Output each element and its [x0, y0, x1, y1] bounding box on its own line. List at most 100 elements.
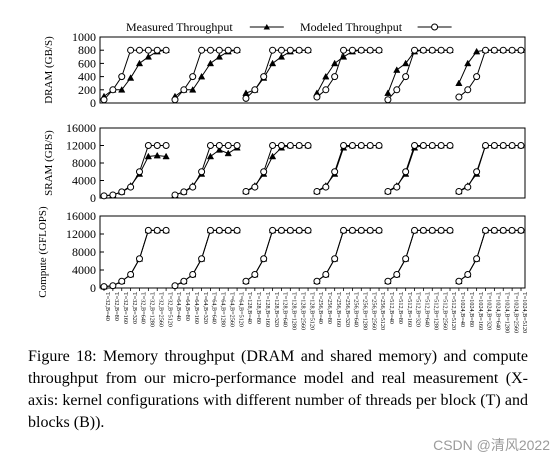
point-modeled — [277, 46, 285, 54]
x-tick-label: T=64,B=320 — [202, 292, 209, 324]
point-modeled — [384, 187, 392, 195]
point-modeled — [135, 46, 143, 54]
point-modeled — [517, 226, 525, 234]
point-modeled — [375, 226, 383, 234]
x-tick-label: T=1024,B=160 — [477, 292, 484, 330]
point-modeled — [198, 46, 206, 54]
x-tick-label: T=64,B=40 — [175, 292, 182, 321]
point-modeled — [277, 142, 285, 149]
x-tick-label: T=1024,B=640 — [495, 292, 502, 330]
point-modeled — [242, 277, 250, 285]
panel-frame — [99, 127, 526, 199]
x-tick-label: T=64,B=2560 — [228, 292, 235, 327]
y-tick-label: 12000 — [66, 139, 96, 153]
point-modeled — [402, 255, 410, 263]
x-tick-label: T=512,B=320 — [415, 292, 422, 327]
x-tick-label: T=128,B=320 — [273, 292, 280, 327]
y-tick-label: 800 — [78, 43, 96, 57]
point-modeled — [260, 73, 268, 81]
point-modeled — [393, 271, 401, 278]
x-tick-label: T=512,B=5120 — [450, 292, 457, 330]
point-modeled — [286, 226, 294, 234]
point-measured — [135, 59, 144, 67]
point-modeled — [118, 277, 126, 285]
x-tick-label: T=32,B=80 — [113, 292, 120, 321]
point-modeled — [215, 46, 223, 54]
y-tick-label: 16000 — [66, 209, 96, 223]
point-measured — [224, 149, 232, 157]
point-modeled — [144, 142, 152, 149]
series-line-segment — [103, 229, 167, 288]
x-tick-label: T=32,B=160 — [122, 292, 129, 324]
point-measured — [189, 86, 197, 93]
series-modeled — [100, 142, 525, 200]
point-modeled — [322, 271, 330, 278]
point-modeled — [153, 46, 161, 54]
point-measured — [162, 152, 170, 160]
point-modeled — [206, 142, 214, 149]
chart-legend: Measured Throughput Modeled Throughput — [126, 20, 452, 34]
point-modeled — [118, 73, 126, 81]
point-modeled — [411, 226, 419, 234]
x-tick-label: T=64,B=160 — [193, 292, 200, 324]
watermark: CSDN @清风2022 — [433, 437, 550, 453]
point-modeled — [260, 255, 268, 263]
point-modeled — [437, 142, 445, 149]
x-tick-label: T=256,B=320 — [344, 292, 351, 327]
point-modeled — [171, 96, 179, 104]
point-modeled — [437, 46, 445, 54]
point-modeled — [446, 46, 454, 54]
point-modeled — [473, 73, 481, 81]
point-modeled — [304, 226, 312, 234]
series-modeled — [100, 46, 525, 104]
point-modeled — [251, 86, 259, 94]
panel-2: 0 4000 8000 12000 16000 SRAM (GB/S) — [43, 121, 526, 205]
point-modeled — [100, 192, 108, 200]
point-modeled — [348, 46, 356, 54]
point-modeled — [357, 226, 365, 234]
point-modeled — [419, 46, 427, 54]
point-modeled — [189, 271, 197, 278]
point-modeled — [393, 183, 401, 191]
legend-label: Modeled Throughput — [300, 20, 403, 34]
point-modeled — [224, 226, 232, 234]
point-modeled — [109, 191, 117, 199]
point-modeled — [357, 46, 365, 54]
point-modeled — [393, 86, 401, 94]
x-tick-label: T=32,B=320 — [131, 292, 138, 324]
point-modeled — [437, 226, 445, 234]
point-modeled — [304, 46, 312, 54]
point-modeled — [366, 46, 374, 54]
caption-text: Figure 18: Memory throughput (DRAM and s… — [28, 348, 528, 431]
point-modeled — [269, 142, 277, 149]
x-tick-label: T=64,B=640 — [211, 292, 218, 324]
point-modeled — [411, 142, 419, 149]
point-modeled — [135, 255, 143, 263]
point-modeled — [331, 168, 339, 176]
x-tick-label: T=256,B=40 — [317, 292, 324, 324]
point-modeled — [277, 226, 285, 234]
x-tick-label: T=128,B=160 — [264, 292, 271, 327]
point-modeled — [162, 142, 170, 149]
series-line-segment — [174, 229, 238, 287]
y-tick-label: 0 — [90, 96, 96, 110]
y-tick-label: 0 — [90, 281, 96, 295]
point-modeled — [357, 142, 365, 149]
point-modeled — [517, 142, 525, 149]
point-modeled — [348, 226, 356, 234]
point-measured — [393, 66, 401, 73]
series-line-segment — [103, 229, 167, 288]
point-modeled — [473, 168, 481, 176]
x-tick-label: T=32,B=1280 — [149, 292, 156, 327]
point-modeled — [251, 183, 259, 191]
point-measured — [126, 74, 135, 81]
point-modeled — [508, 46, 516, 54]
point-modeled — [482, 226, 490, 234]
point-modeled — [322, 183, 330, 191]
point-modeled — [490, 142, 498, 149]
x-tick-label: T=32,B=2560 — [157, 292, 164, 327]
legend-marker-circle — [431, 23, 439, 31]
point-modeled — [402, 73, 410, 81]
point-modeled — [127, 183, 135, 191]
point-modeled — [269, 46, 277, 54]
